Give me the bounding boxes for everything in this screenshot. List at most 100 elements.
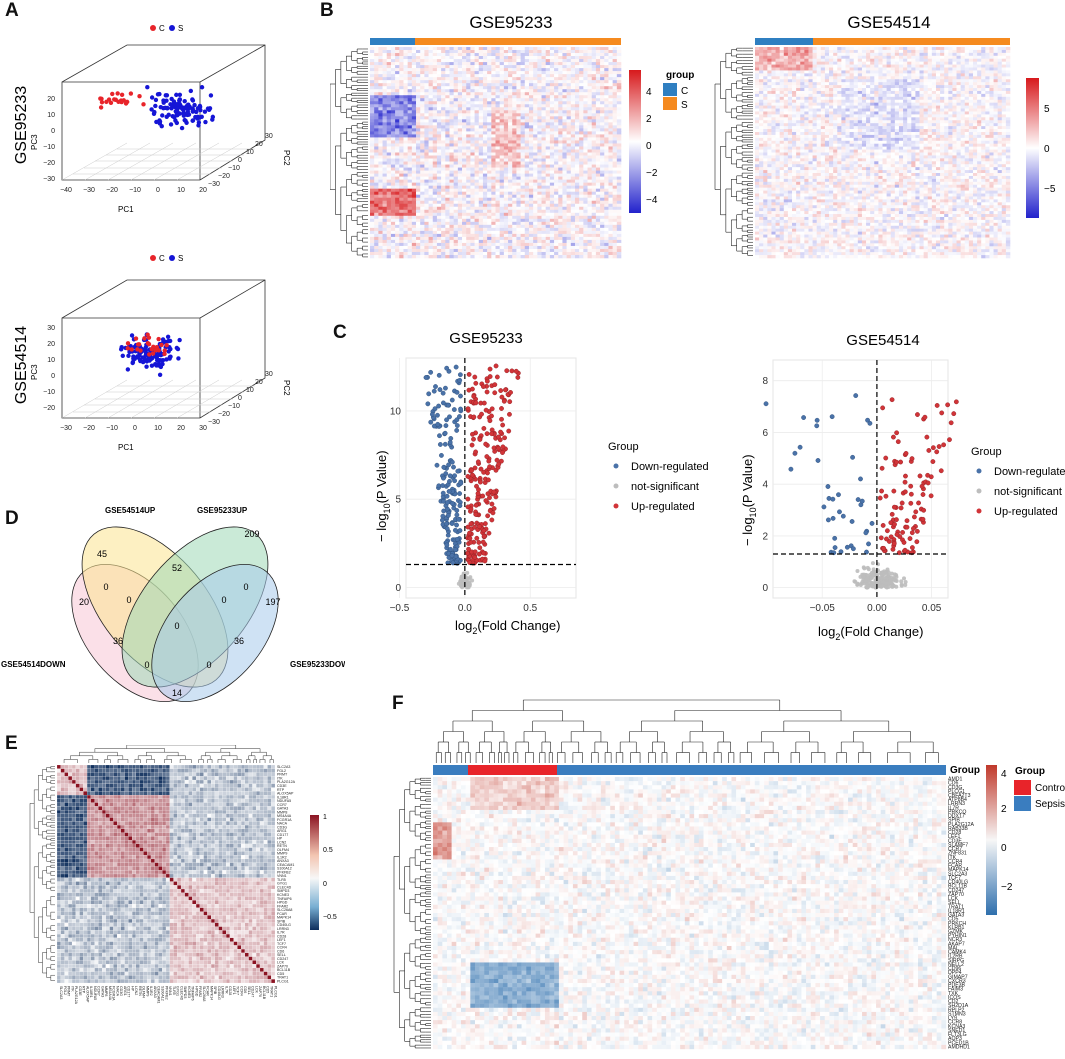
heatmap-cell — [541, 173, 546, 177]
heatmap-cell — [591, 86, 597, 90]
heatmap-cell — [491, 89, 496, 93]
heatmap-cell — [600, 227, 605, 232]
heatmap-cell — [608, 140, 613, 144]
heatmap-cell — [616, 113, 622, 117]
heatmap-cell — [370, 248, 375, 253]
heatmap-cell — [516, 221, 521, 226]
heatmap-cell — [478, 176, 484, 180]
heatmap-cell — [491, 188, 496, 192]
heatmap-cell — [512, 131, 517, 135]
heatmap-cell — [533, 89, 538, 93]
heatmap-cell — [508, 83, 513, 87]
heatmap-cell — [399, 50, 404, 54]
heatmap-cell — [604, 95, 609, 99]
heatmap-cell — [595, 173, 601, 177]
heatmap-cell — [482, 143, 488, 147]
heatmap-cell — [612, 218, 618, 223]
heatmap-cell — [516, 80, 521, 84]
heatmap-cell — [608, 98, 613, 102]
heatmap-cell — [595, 224, 601, 229]
heatmap-cell — [395, 113, 400, 117]
heatmap-cell — [449, 152, 454, 156]
heatmap-cell — [482, 245, 488, 250]
heatmap-cell — [545, 113, 551, 117]
heatmap-cell — [470, 74, 475, 78]
heatmap-cell — [374, 116, 379, 120]
heatmap-cell — [374, 119, 379, 123]
heatmap-cell — [591, 89, 597, 93]
heatmap-cell — [508, 68, 513, 72]
heatmap-cell — [566, 68, 572, 72]
heatmap-cell — [616, 92, 622, 96]
heatmap-cell — [407, 101, 413, 105]
heatmap-cell — [482, 182, 488, 186]
heatmap-cell — [441, 173, 446, 177]
heatmap-cell — [399, 170, 404, 174]
heatmap-cell — [445, 167, 450, 171]
heatmap-cell — [604, 68, 609, 72]
heatmap-cell — [583, 92, 588, 96]
heatmap-cell — [562, 110, 567, 114]
heatmap-cell — [462, 128, 467, 132]
heatmap-cell — [520, 158, 526, 162]
heatmap-cell — [574, 221, 580, 226]
heatmap-cell — [512, 119, 517, 123]
heatmap-cell — [382, 191, 388, 195]
heatmap-cell — [520, 242, 526, 247]
heatmap-cell — [491, 50, 496, 54]
heatmap-cell — [428, 47, 434, 51]
heatmap-cell — [411, 86, 417, 90]
heatmap-cell — [524, 167, 530, 171]
heatmap-cell — [407, 173, 413, 177]
heatmap-cell — [378, 158, 383, 162]
heatmap-cell — [499, 65, 505, 69]
heatmap-cell — [604, 182, 609, 186]
heatmap-cell — [604, 200, 609, 205]
heatmap-cell — [378, 185, 383, 189]
heatmap-cell — [395, 218, 400, 223]
heatmap-cell — [608, 206, 613, 211]
heatmap-cell — [411, 203, 417, 208]
heatmap-cell — [478, 134, 484, 138]
heatmap-cell — [595, 125, 601, 129]
heatmap-cell — [541, 65, 546, 69]
heatmap-cell — [612, 188, 618, 192]
heatmap-cell — [616, 47, 622, 51]
heatmap-cell — [512, 65, 517, 69]
heatmap-cell — [554, 185, 559, 189]
heatmap-cell — [579, 236, 584, 241]
heatmap-cell — [516, 68, 521, 72]
heatmap-cell — [608, 155, 613, 159]
heatmap-cell — [554, 200, 559, 205]
heatmap-cell — [411, 182, 417, 186]
heatmap-cell — [432, 47, 438, 51]
heatmap-cell — [612, 128, 618, 132]
heatmap-cell — [604, 203, 609, 208]
heatmap-cell — [570, 233, 576, 238]
z-tick: 0 — [51, 128, 55, 135]
heatmap-cell — [600, 194, 605, 199]
heatmap-cell — [566, 230, 572, 235]
heatmap-title-b2: GSE54514 — [847, 13, 930, 32]
pca-point-c — [123, 101, 129, 106]
heatmap-cell — [554, 116, 559, 120]
heatmap-cell — [470, 56, 475, 60]
heatmap-cell — [537, 146, 542, 150]
heatmap-cell — [411, 227, 417, 232]
heatmap-cell — [554, 224, 559, 229]
heatmap-cell — [570, 227, 576, 232]
heatmap-cell — [595, 119, 601, 123]
heatmap-cell — [566, 50, 572, 54]
heatmap-cell — [545, 65, 551, 69]
heatmap-cell — [570, 182, 576, 186]
heatmap-cell — [583, 164, 588, 168]
heatmap-cell — [457, 110, 463, 114]
heatmap-cell — [445, 230, 450, 235]
heatmap-cell — [558, 110, 563, 114]
heatmap-cell — [432, 125, 438, 129]
heatmap-cell — [562, 137, 567, 141]
heatmap-cell — [533, 179, 538, 183]
heatmap-cell — [453, 149, 459, 153]
heatmap-cell — [457, 149, 463, 153]
heatmap-cell — [587, 173, 593, 177]
